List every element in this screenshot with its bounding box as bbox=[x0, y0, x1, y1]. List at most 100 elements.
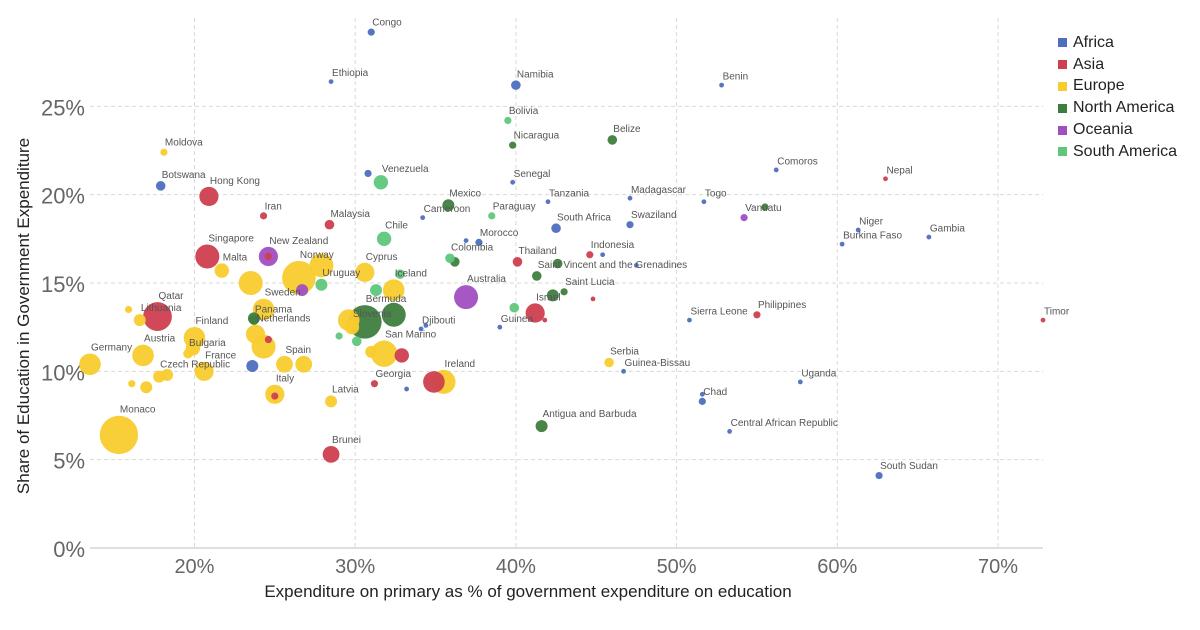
data-point bbox=[143, 302, 172, 331]
x-axis-title: Expenditure on primary as % of governmen… bbox=[264, 582, 791, 601]
data-point bbox=[497, 324, 503, 330]
point-label: Saint Vincent and the Grenadines bbox=[538, 260, 687, 271]
data-point bbox=[551, 223, 561, 234]
legend-item[interactable]: North America bbox=[1058, 97, 1177, 119]
legend-item[interactable]: South America bbox=[1058, 141, 1177, 163]
x-tick-label: 60% bbox=[817, 556, 857, 578]
y-tick-label: 25% bbox=[41, 95, 85, 120]
data-point bbox=[626, 221, 634, 229]
point-label: Chad bbox=[703, 387, 727, 398]
point-label: Iran bbox=[265, 201, 282, 212]
data-point bbox=[249, 315, 259, 325]
data-point bbox=[542, 317, 548, 323]
data-point bbox=[99, 415, 139, 455]
data-point bbox=[325, 395, 338, 408]
data-point bbox=[365, 345, 378, 358]
data-point bbox=[753, 311, 761, 319]
point-label: Thailand bbox=[518, 246, 556, 257]
data-point bbox=[296, 284, 309, 297]
point-label: Chile bbox=[385, 221, 408, 232]
point-label: Indonesia bbox=[591, 240, 635, 251]
data-point bbox=[607, 135, 618, 145]
point-label: Colombia bbox=[451, 242, 494, 253]
point-label: Senegal bbox=[514, 169, 551, 180]
y-tick-label: 20% bbox=[41, 184, 85, 209]
legend-swatch bbox=[1058, 38, 1067, 48]
data-point bbox=[194, 361, 214, 381]
data-point bbox=[463, 238, 469, 244]
data-point bbox=[420, 215, 426, 221]
data-point bbox=[367, 28, 375, 36]
point-label: Sierra Leone bbox=[690, 307, 748, 318]
point-label: Madagascar bbox=[631, 185, 687, 196]
data-point bbox=[276, 355, 293, 373]
data-point bbox=[545, 199, 551, 205]
data-point bbox=[183, 348, 193, 359]
legend-label: South America bbox=[1073, 142, 1178, 160]
legend-item[interactable]: Oceania bbox=[1058, 119, 1177, 141]
data-point bbox=[531, 271, 542, 281]
data-point bbox=[727, 429, 733, 434]
legend-swatch bbox=[1058, 147, 1067, 157]
data-point bbox=[423, 323, 429, 328]
data-point bbox=[271, 392, 279, 400]
data-point bbox=[525, 303, 545, 323]
data-point bbox=[512, 257, 523, 267]
point-label: Malaysia bbox=[330, 209, 370, 220]
point-label: Morocco bbox=[480, 228, 519, 239]
data-point bbox=[454, 285, 479, 310]
data-point bbox=[1040, 317, 1046, 323]
data-point bbox=[560, 288, 568, 296]
data-point bbox=[698, 397, 706, 405]
data-point bbox=[552, 258, 563, 269]
point-label: Nepal bbox=[887, 165, 913, 176]
point-label: Mexico bbox=[449, 188, 481, 199]
x-tick-label: 20% bbox=[174, 556, 214, 578]
point-label: Spain bbox=[285, 345, 311, 356]
point-label: Central African Republic bbox=[731, 418, 838, 429]
legend-item[interactable]: Africa bbox=[1058, 32, 1177, 54]
data-point bbox=[926, 234, 932, 240]
point-label: Congo bbox=[372, 18, 402, 29]
point-label: Guinea bbox=[501, 314, 534, 325]
grid bbox=[90, 18, 1043, 549]
data-point bbox=[634, 262, 639, 268]
data-point bbox=[214, 263, 229, 278]
point-label: Ireland bbox=[445, 359, 476, 370]
data-point bbox=[153, 370, 166, 383]
point-label: Belize bbox=[613, 124, 641, 135]
point-label: Timor bbox=[1044, 307, 1070, 318]
data-point bbox=[511, 80, 521, 90]
point-label: Cyprus bbox=[366, 252, 398, 263]
point-label: France bbox=[205, 351, 237, 362]
point-label: Djibouti bbox=[422, 316, 455, 327]
data-point bbox=[797, 379, 803, 385]
data-point bbox=[839, 241, 845, 247]
data-point bbox=[418, 326, 424, 332]
data-point bbox=[381, 302, 406, 327]
data-point bbox=[324, 219, 335, 230]
legend-item[interactable]: Asia bbox=[1058, 54, 1177, 76]
data-point bbox=[382, 279, 405, 301]
legend-swatch bbox=[1058, 125, 1067, 135]
point-label: Saint Lucia bbox=[565, 277, 615, 288]
point-label: Swaziland bbox=[631, 210, 677, 221]
data-point bbox=[510, 179, 516, 185]
data-point bbox=[322, 445, 340, 463]
data-point bbox=[740, 214, 748, 222]
x-tick-label: 70% bbox=[978, 556, 1018, 578]
legend-swatch bbox=[1058, 103, 1067, 113]
point-label: New Zealand bbox=[269, 236, 328, 247]
legend-item[interactable]: Europe bbox=[1058, 76, 1177, 98]
point-label: Togo bbox=[705, 188, 727, 199]
y-axis-ticks: 0% 5% 10% 15% 20% 25% bbox=[41, 95, 85, 562]
data-point bbox=[699, 391, 705, 397]
point-label: Netherlands bbox=[257, 314, 311, 325]
data-point bbox=[509, 302, 520, 313]
legend-label: Africa bbox=[1073, 33, 1114, 51]
point-label: Sweden bbox=[265, 288, 301, 299]
data-point bbox=[761, 203, 769, 211]
point-label: Latvia bbox=[332, 384, 359, 395]
point-label: Philippines bbox=[758, 300, 806, 311]
